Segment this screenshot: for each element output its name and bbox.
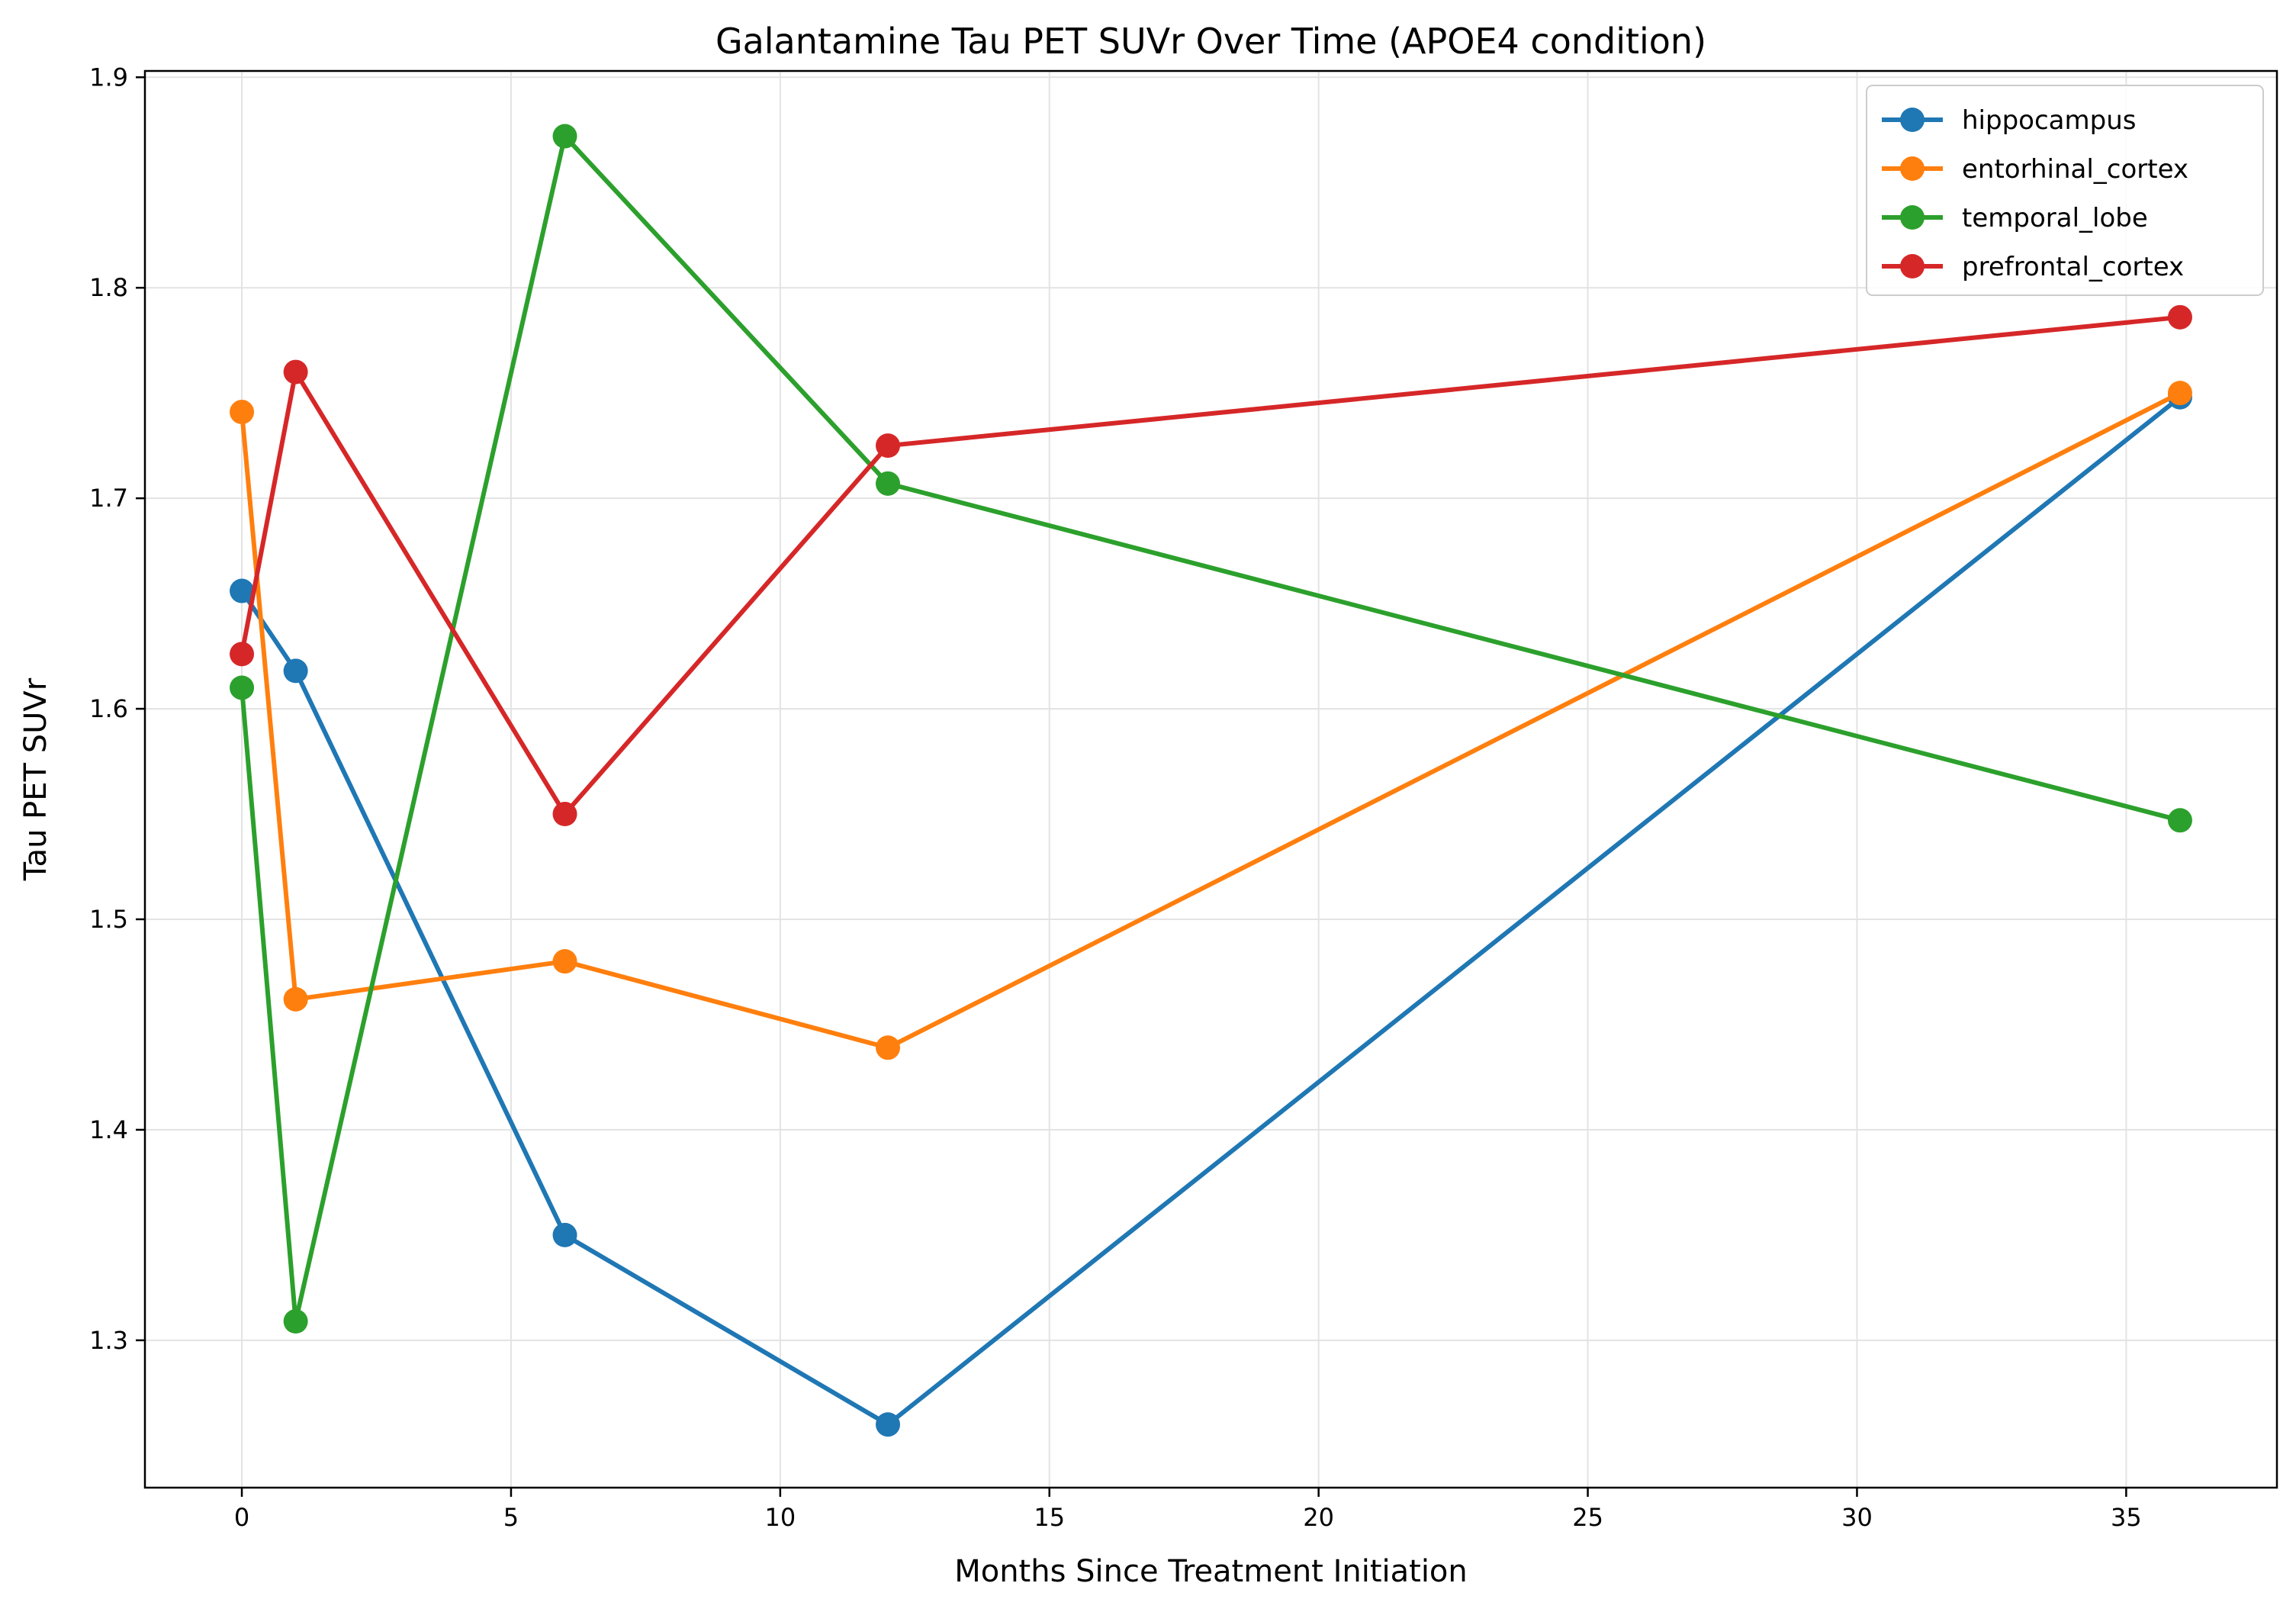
series-line (240, 395, 2182, 1427)
series-prefrontal_cortex (230, 304, 2192, 827)
legend-marker (1900, 156, 1925, 181)
legend-item: entorhinal_cortex (1882, 154, 2188, 185)
y-tick-label: 1.4 (89, 1115, 128, 1144)
legend-label: entorhinal_cortex (1962, 154, 2188, 185)
plot-frame (143, 69, 2278, 1489)
legend: hippocampus entorhinal_cortex temporal_lob… (1866, 85, 2264, 296)
data-point (2167, 808, 2192, 833)
data-point (230, 675, 255, 700)
series-layer (230, 124, 2192, 1437)
legend-marker (1900, 108, 1925, 132)
data-point (283, 359, 308, 384)
x-tick-label: 5 (503, 1503, 519, 1532)
legend-label: hippocampus (1962, 105, 2136, 136)
data-point (552, 949, 577, 974)
y-tick-label: 1.5 (89, 905, 128, 934)
y-tick-label: 1.3 (89, 1326, 128, 1355)
series-line (240, 391, 2182, 1051)
x-axis-label: Months Since Treatment Initiation (954, 1554, 1468, 1589)
data-point (283, 986, 308, 1012)
series-hippocampus (230, 384, 2192, 1437)
data-point (876, 433, 901, 459)
data-point (552, 802, 577, 827)
data-point (230, 642, 255, 667)
data-point (876, 471, 901, 496)
x-tick-label: 20 (1303, 1503, 1334, 1532)
data-point (2167, 381, 2192, 406)
data-point (283, 658, 308, 684)
x-tick-label: 0 (234, 1503, 249, 1532)
legend-label: temporal_lobe (1962, 203, 2148, 233)
data-point (552, 124, 577, 149)
legend-item: prefrontal_cortex (1882, 252, 2184, 282)
legend-box (1866, 85, 2264, 296)
series-entorhinal_cortex (230, 381, 2192, 1060)
x-tick-label: 25 (1572, 1503, 1603, 1532)
legend-marker (1900, 205, 1925, 230)
data-point (876, 1035, 901, 1060)
series-line (240, 134, 2181, 1324)
x-tick-label: 35 (2111, 1503, 2142, 1532)
legend-marker (1900, 254, 1925, 278)
x-tick-label: 15 (1034, 1503, 1065, 1532)
legend-item: hippocampus (1882, 105, 2136, 136)
tick-layer: 0 5 10 15 20 25 30 35 1.3 1.4 1.5 1.6 1.7 1.8 1.9 (89, 63, 2142, 1532)
x-tick-label: 30 (1841, 1503, 1873, 1532)
chart-title: Galantamine Tau PET SUVr Over Time (APOE… (715, 21, 1706, 62)
series-temporal_lobe (230, 124, 2192, 1334)
data-point (552, 1222, 577, 1247)
y-tick-label: 1.7 (89, 484, 128, 513)
y-axis-label: Tau PET SUVr (18, 677, 53, 881)
y-tick-label: 1.9 (89, 63, 128, 92)
legend-label: prefrontal_cortex (1962, 252, 2184, 282)
data-point (230, 578, 255, 603)
x-tick-label: 10 (764, 1503, 796, 1532)
legend-item: temporal_lobe (1882, 203, 2148, 233)
y-tick-label: 1.8 (89, 273, 128, 302)
y-tick-label: 1.6 (89, 694, 128, 723)
data-point (2167, 304, 2192, 330)
data-point (230, 400, 255, 425)
data-point (283, 1309, 308, 1334)
data-point (876, 1412, 901, 1437)
